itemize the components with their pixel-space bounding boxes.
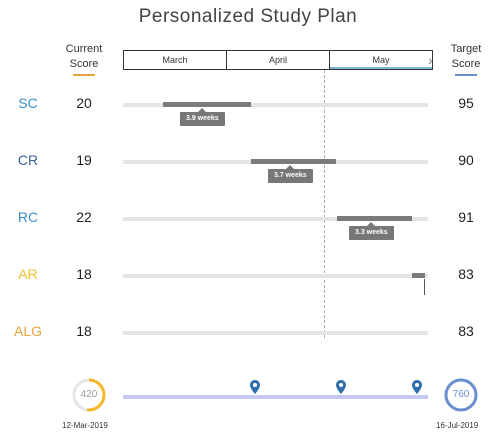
- timeline-track: [123, 331, 428, 335]
- current-score: 22: [76, 209, 92, 225]
- duration-badge: 3.7 weeks: [268, 165, 313, 183]
- timeline-track: [123, 217, 428, 221]
- target-score-underline: [455, 74, 477, 76]
- start-date: 12-Mar-2019: [62, 421, 108, 430]
- map-pin-icon[interactable]: [250, 380, 260, 394]
- target-score-ring-graphic: [444, 378, 478, 412]
- progress-timeline: [123, 395, 428, 399]
- target-score: 95: [458, 95, 474, 111]
- map-pin-icon[interactable]: [336, 380, 346, 394]
- subject-label: CR: [17, 152, 39, 168]
- start-score-ring-graphic: [72, 378, 106, 412]
- target-score: 91: [458, 209, 474, 225]
- current-score-header-line1: Current: [65, 43, 103, 55]
- duration-badge: 3.9 weeks: [180, 108, 225, 126]
- subject-row-alg: ALG 18 83: [0, 321, 496, 341]
- chevron-right-icon[interactable]: ›: [428, 52, 433, 68]
- target-score-value: 760: [452, 389, 470, 400]
- current-score: 20: [76, 95, 92, 111]
- study-segment[interactable]: [163, 102, 251, 107]
- study-segment[interactable]: [412, 273, 425, 278]
- subject-label: ALG: [13, 323, 42, 339]
- subject-row-rc: RC 22 3.3 weeks 91: [0, 207, 496, 240]
- current-score: 18: [76, 266, 92, 282]
- start-score-ring: 420: [72, 378, 106, 412]
- today-marker: [324, 70, 325, 338]
- map-pin-icon[interactable]: [412, 380, 422, 394]
- subject-label: RC: [17, 209, 39, 225]
- target-score-header-line2: Score: [451, 58, 481, 70]
- current-score: 18: [76, 323, 92, 339]
- duration-badge: 3.3 weeks: [349, 222, 394, 240]
- subject-label: AR: [18, 266, 38, 282]
- current-score-underline: [73, 74, 95, 76]
- current-score: 19: [76, 152, 92, 168]
- month-header: March April May: [123, 50, 433, 70]
- target-score: 83: [458, 323, 474, 339]
- month-april[interactable]: April: [227, 51, 330, 69]
- study-segment[interactable]: [251, 159, 336, 164]
- current-score-header-line2: Score: [69, 58, 99, 70]
- target-score: 83: [458, 266, 474, 282]
- study-segment[interactable]: [337, 216, 412, 221]
- timeline-track: [123, 103, 428, 107]
- timeline-track: [123, 274, 428, 278]
- target-score-header-line1: Target: [450, 43, 482, 55]
- subject-row-ar: AR 18 83: [0, 264, 496, 295]
- target-score: 90: [458, 152, 474, 168]
- target-score-header: Target Score: [436, 42, 496, 76]
- segment-end-tick: [424, 279, 425, 295]
- month-may[interactable]: May: [330, 51, 432, 69]
- start-score-value: 420: [80, 389, 98, 400]
- current-score-header: Current Score: [54, 42, 114, 76]
- end-date: 16-Jul-2019: [436, 421, 479, 430]
- subject-label: SC: [18, 95, 38, 111]
- target-score-ring: 760: [444, 378, 478, 412]
- subject-row-cr: CR 19 3.7 weeks 90: [0, 150, 496, 183]
- page-title: Personalized Study Plan: [138, 6, 358, 27]
- subject-row-sc: SC 20 3.9 weeks 95: [0, 93, 496, 126]
- month-march[interactable]: March: [124, 51, 227, 69]
